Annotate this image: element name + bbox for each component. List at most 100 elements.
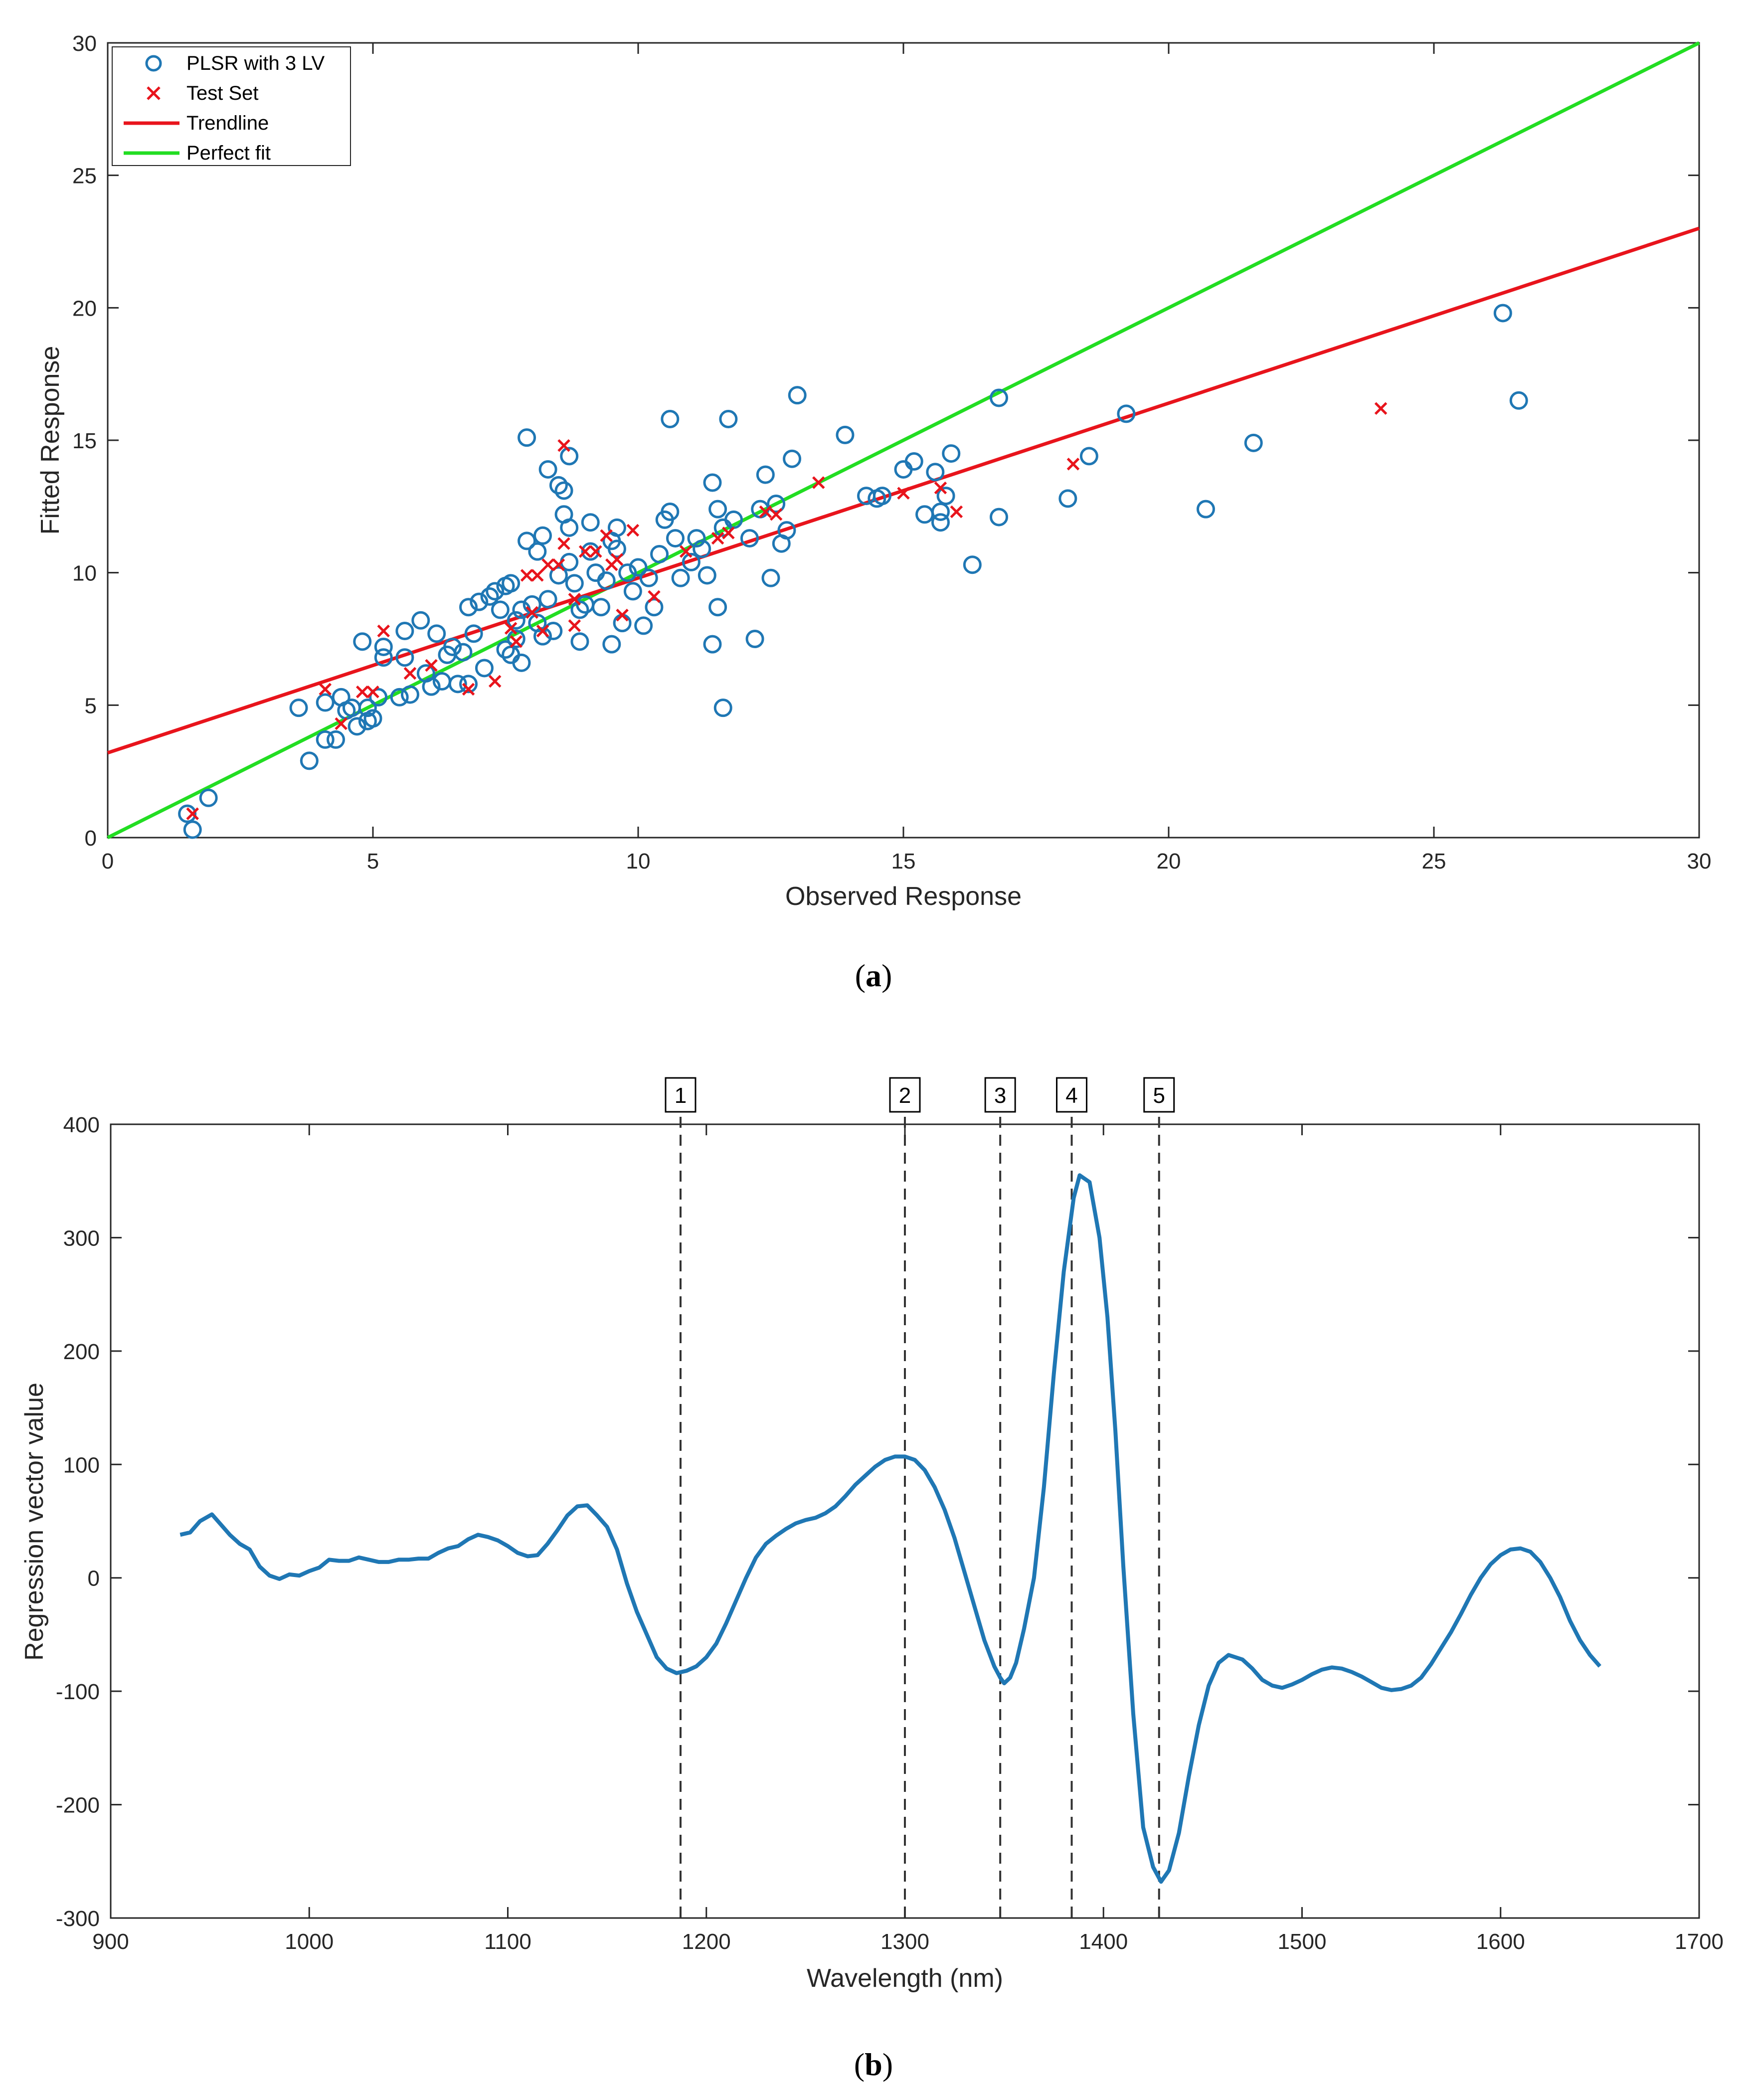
panel-a-legend: PLSR with 3 LV Test Set Trendline Perfec… (112, 46, 351, 166)
y-tick-label: 100 (63, 1453, 100, 1477)
test-set-point (1374, 402, 1388, 415)
y-tick-label: 0 (85, 826, 97, 851)
plsr-point (544, 622, 563, 641)
plsr-point (395, 622, 414, 641)
test-set-point (462, 683, 475, 696)
plsr-point (650, 544, 669, 563)
plsr-point (904, 452, 923, 471)
plsr-point (708, 500, 727, 519)
vertical-marker-box (665, 1077, 697, 1113)
plsr-point (518, 428, 536, 447)
plsr-point (390, 688, 409, 706)
panel-a-ylabel: Fitted Response (36, 346, 65, 535)
plsr-point (836, 425, 855, 444)
plsr-point (936, 487, 955, 506)
plsr-point (443, 637, 462, 656)
plsr-point (560, 518, 579, 537)
plsr-point (666, 529, 685, 548)
plsr-point (645, 598, 664, 617)
plsr-point (300, 751, 319, 770)
panel-b-vertical-markers: 1 2 3 4 5 (665, 1077, 1175, 1918)
plsr-point (464, 624, 483, 643)
y-tick-label: 10 (72, 561, 97, 586)
plsr-point (374, 648, 393, 667)
plsr-point (581, 513, 600, 532)
plsr-point (400, 685, 419, 704)
vertical-marker-label: 2 (899, 1083, 911, 1108)
test-set-point (525, 606, 538, 619)
y-tick-label: 30 (72, 31, 97, 56)
plsr-point (623, 582, 642, 601)
plsr-point (661, 409, 680, 428)
panel-a-xlabel: Observed Response (785, 882, 1022, 911)
plsr-point (183, 820, 202, 839)
test-set-point (552, 558, 565, 571)
x-tick-label: 0 (102, 849, 114, 874)
test-set-point (568, 619, 581, 632)
plsr-point (708, 598, 727, 617)
plsr-point (756, 465, 775, 484)
vertical-marker-label: 3 (994, 1083, 1006, 1108)
test-set-point (812, 476, 825, 489)
y-tick-label: 0 (88, 1567, 100, 1591)
plsr-point (554, 481, 573, 500)
vertical-marker-box (984, 1077, 1016, 1113)
test-set-point (626, 524, 640, 537)
legend-item-perfect: Perfect fit (124, 142, 271, 164)
test-set-point (1066, 458, 1080, 471)
plsr-point (703, 635, 722, 654)
test-set-point (536, 624, 549, 638)
plsr-point (713, 699, 732, 717)
plsr-point (427, 624, 446, 643)
test-set-point (355, 686, 369, 699)
x-tick-label: 5 (367, 849, 379, 874)
plsr-point (788, 386, 807, 405)
plsr-point (475, 659, 494, 678)
plsr-point (502, 574, 521, 593)
test-set-point (425, 659, 438, 672)
test-set-point (769, 508, 783, 521)
y-tick-label: 200 (63, 1340, 100, 1364)
x-tick-label: 1000 (285, 1929, 334, 1954)
legend-label-perfect: Perfect fit (186, 142, 271, 164)
plsr-point (761, 568, 780, 587)
plsr-point (570, 632, 589, 651)
test-set-point (722, 526, 735, 539)
plsr-point (1117, 404, 1136, 423)
plsr-point (687, 529, 706, 548)
test-set-point (488, 675, 502, 688)
test-set-point (589, 545, 602, 558)
legend-circle-marker (145, 55, 162, 72)
plsr-point (693, 539, 711, 558)
test-set-point (520, 569, 533, 582)
test-set-point (319, 683, 332, 696)
x-tick-label: 25 (1422, 849, 1446, 874)
x-tick-label: 10 (626, 849, 651, 874)
plsr-point (629, 558, 648, 577)
plsr-point (549, 566, 568, 585)
plsr-point (316, 730, 335, 749)
plsr-point (363, 709, 382, 728)
plsr-point (634, 616, 653, 635)
plsr-point (374, 637, 393, 656)
plsr-point (518, 531, 536, 550)
y-tick-label: 15 (72, 429, 97, 453)
plsr-point (990, 508, 1009, 526)
plsr-point (395, 648, 414, 667)
plsr-point (618, 563, 637, 582)
vertical-marker-box (889, 1077, 921, 1113)
x-tick-label: 900 (92, 1929, 129, 1954)
legend-item-test: Test Set (147, 82, 259, 104)
legend-label-trendline: Trendline (186, 112, 269, 134)
test-set-point (600, 529, 613, 542)
plsr-point (411, 611, 430, 630)
plsr-point (926, 463, 945, 482)
x-tick-label: 15 (891, 849, 916, 874)
test-set-point (679, 545, 693, 558)
trendline (107, 226, 1700, 755)
plsr-point (990, 388, 1009, 407)
regression-vector-line (179, 1173, 1601, 1884)
plsr-point (570, 600, 589, 619)
panel-b-ylabel: Regression vector value (20, 1383, 49, 1661)
legend-item-trendline: Trendline (124, 112, 269, 134)
